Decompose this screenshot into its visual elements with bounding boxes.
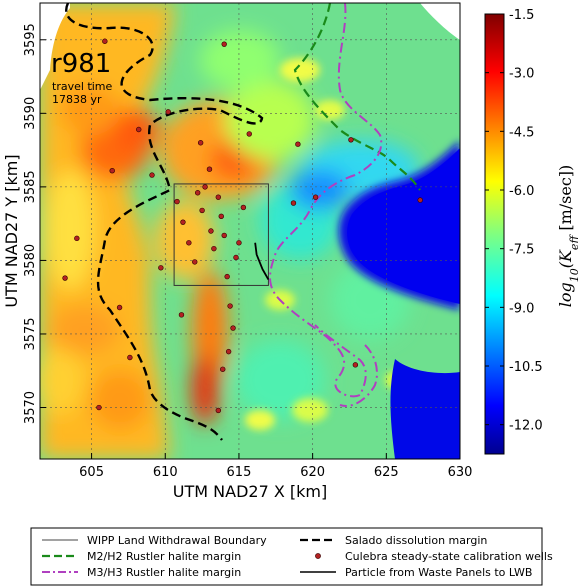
well-marker	[227, 303, 233, 309]
legend-label-particle: Particle from Waste Panels to LWB	[345, 566, 532, 579]
well-marker	[199, 207, 205, 214]
colorbar-tick-label: -1.5	[509, 8, 534, 23]
well-marker	[312, 194, 319, 200]
well-marker	[178, 312, 185, 318]
y-tick-label: 3580	[23, 244, 38, 277]
travel-time-value: 17838 yr	[52, 93, 102, 106]
x-tick-label: 625	[374, 465, 399, 480]
well-marker	[348, 137, 354, 143]
well-marker	[194, 190, 201, 196]
well-marker	[295, 141, 301, 147]
legend-label-salado: Salado dissolution margin	[345, 534, 487, 547]
well-marker	[158, 265, 164, 271]
x-tick-label: 615	[227, 465, 252, 480]
well-marker	[417, 197, 423, 203]
colorbar-tick-label: -9.0	[509, 301, 534, 316]
colorbar-tick-label: -3.0	[509, 67, 534, 82]
well-marker	[180, 219, 186, 225]
particle-path	[254, 242, 270, 280]
y-tick-label: 3590	[23, 97, 38, 130]
x-tick-label: 620	[300, 465, 325, 480]
well-marker	[246, 131, 252, 137]
well-marker	[116, 304, 123, 311]
x-ticks: 605 610 615 620 625 630	[79, 453, 472, 480]
well-marker	[225, 348, 232, 355]
well-marker	[236, 240, 242, 246]
well-marker	[96, 404, 102, 411]
well-marker	[127, 354, 133, 361]
y-tick-label: 3585	[23, 170, 38, 203]
legend-swatch-wells	[315, 553, 321, 559]
legend-label-wells: Culebra steady-state calibration wells	[345, 550, 553, 563]
well-marker	[149, 172, 155, 178]
legend-label-wipp: WIPP Land Withdrawal Boundary	[87, 534, 267, 547]
colorbar-tick-label: -12.0	[509, 419, 543, 434]
well-marker	[233, 254, 239, 261]
colorbar-label-log: log	[556, 282, 575, 307]
y-tick-label: 3595	[23, 23, 38, 56]
x-axis-label: UTM NAD27 X [km]	[173, 482, 327, 501]
heatmap-field	[40, 3, 460, 459]
legend-box	[30, 527, 543, 586]
well-marker	[202, 184, 208, 190]
y-tick-label: 3575	[23, 317, 38, 350]
well-marker	[290, 200, 297, 206]
well-marker	[218, 213, 224, 219]
well-marker	[136, 126, 142, 133]
well-marker	[240, 204, 247, 211]
colorbar: -1.5 -3.0 -4.5 -6.0 -7.5 -9.0 -10.5 -12.0 log10…	[484, 8, 578, 455]
well-marker	[62, 275, 68, 281]
y-ticks: 3570 3575 3580 3585 3590 3595	[23, 23, 46, 424]
legend-label-m2h2: M2/H2 Rustler halite margin	[87, 550, 241, 563]
colorbar-scale	[484, 13, 505, 455]
well-marker	[165, 109, 171, 115]
well-marker	[109, 167, 115, 174]
y-tick-label: 3570	[23, 391, 38, 424]
colorbar-ticks: -1.5 -3.0 -4.5 -6.0 -7.5 -9.0 -10.5 -12.0	[485, 8, 543, 434]
legend-label-m3h3: M3/H3 Rustler halite margin	[87, 566, 241, 579]
colorbar-label-k: (K	[556, 249, 575, 268]
well-marker	[220, 366, 226, 372]
colorbar-label-units: [m/sec])	[556, 165, 575, 236]
colorbar-label-sub: 10	[568, 268, 578, 282]
well-marker	[74, 235, 80, 242]
wipp-land-withdrawal-boundary	[173, 183, 269, 286]
well-marker	[211, 245, 217, 252]
salado-dissolution-margin	[65, 3, 264, 441]
colorbar-tick-label: -10.5	[509, 360, 543, 375]
well-marker	[224, 273, 230, 280]
well-marker	[215, 194, 222, 200]
well-marker	[215, 407, 222, 414]
legend: WIPP Land Withdrawal Boundary Salado dis…	[30, 527, 553, 586]
y-axis-label: UTM NAD27 Y [km]	[2, 154, 21, 307]
x-tick-label: 605	[79, 465, 104, 480]
calibration-wells	[62, 38, 423, 414]
well-marker	[352, 362, 359, 368]
well-marker	[186, 240, 192, 246]
run-id: r981	[51, 49, 111, 79]
m3-h3-rustler-halite-margin	[269, 3, 383, 407]
x-tick-label: 610	[153, 465, 178, 480]
colorbar-label-eff: eff	[568, 234, 578, 251]
well-marker	[197, 140, 204, 146]
colorbar-tick-label: -4.5	[509, 125, 534, 140]
well-marker	[102, 38, 108, 44]
well-marker	[208, 228, 214, 234]
well-marker	[174, 198, 180, 205]
well-marker	[206, 166, 213, 172]
x-tick-label: 630	[448, 465, 473, 480]
well-marker	[221, 232, 227, 239]
well-marker	[230, 325, 236, 331]
well-marker	[192, 259, 198, 265]
plot-frame	[39, 2, 461, 460]
colorbar-tick-label: -6.0	[509, 184, 534, 199]
colorbar-label: log10(Keff [m/sec])	[556, 165, 578, 308]
well-marker	[221, 41, 227, 47]
colorbar-tick-label: -7.5	[509, 243, 534, 258]
travel-time-label: travel time	[52, 80, 112, 93]
